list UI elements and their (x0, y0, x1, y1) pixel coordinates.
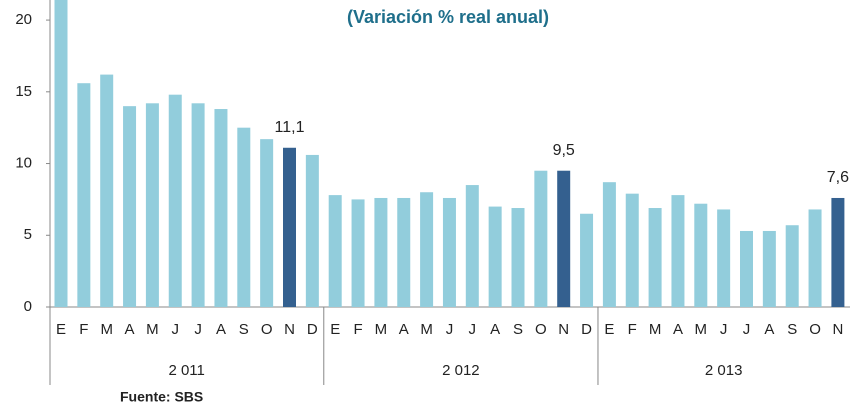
bar (54, 0, 68, 307)
x-tick-label: N (558, 321, 569, 338)
group-label: 2 013 (705, 362, 743, 379)
x-tick-label: D (581, 321, 592, 338)
x-tick-label: A (125, 321, 135, 338)
bar (762, 230, 776, 307)
value-label: 7,6 (827, 169, 849, 186)
bar (397, 197, 411, 307)
x-tick-label: S (513, 321, 523, 338)
bar (283, 147, 296, 307)
x-tick-label: F (628, 321, 637, 338)
bar (374, 197, 388, 307)
bar (260, 139, 274, 307)
bar (420, 192, 434, 307)
y-tick-label: 10 (15, 155, 32, 172)
x-tick-label: M (100, 321, 113, 338)
x-tick-label: M (695, 321, 708, 338)
bar (602, 182, 616, 307)
bar (351, 199, 365, 307)
bar (145, 103, 159, 307)
group-label: 2 011 (168, 362, 204, 379)
bar (717, 209, 731, 307)
x-tick-label: F (79, 321, 88, 338)
bar (168, 94, 182, 307)
bar (785, 225, 799, 307)
bar (237, 127, 251, 307)
x-tick-label: M (649, 321, 662, 338)
x-tick-label: O (535, 321, 547, 338)
y-tick-label: 20 (15, 11, 32, 28)
y-tick-label: 15 (15, 83, 32, 100)
source-note: Fuente: SBS (120, 389, 203, 405)
x-tick-label: J (194, 321, 202, 338)
bar (191, 103, 205, 307)
bar (465, 185, 479, 307)
bar (214, 109, 228, 307)
bar (648, 208, 662, 307)
x-tick-label: N (284, 321, 295, 338)
bar (557, 170, 571, 307)
value-label: 9,5 (553, 142, 575, 159)
bar (740, 230, 753, 307)
bar (100, 74, 114, 307)
x-tick-label: J (720, 321, 728, 338)
x-tick-label: E (330, 321, 340, 338)
bar (511, 208, 525, 307)
bar (694, 203, 708, 307)
bar (808, 209, 822, 307)
chart-title: (Variación % real anual) (347, 7, 549, 27)
x-tick-label: E (604, 321, 614, 338)
x-tick-label: A (673, 321, 683, 338)
bar (580, 213, 594, 307)
x-tick-label: F (353, 321, 362, 338)
x-tick-label: M (146, 321, 159, 338)
bar (328, 195, 342, 307)
x-tick-label: A (399, 321, 409, 338)
y-tick-label: 5 (24, 226, 32, 243)
y-tick-label: 0 (24, 298, 32, 315)
group-label: 2 012 (442, 362, 480, 379)
bar (488, 206, 502, 307)
x-tick-label: S (239, 321, 249, 338)
x-tick-label: A (764, 321, 774, 338)
bar (671, 195, 685, 307)
x-tick-label: S (787, 321, 797, 338)
x-tick-label: J (446, 321, 454, 338)
x-tick-label: M (420, 321, 433, 338)
bar (77, 83, 91, 308)
x-tick-label: E (56, 321, 66, 338)
x-tick-label: A (216, 321, 226, 338)
bar (442, 197, 456, 307)
x-tick-label: N (832, 321, 843, 338)
x-tick-label: A (490, 321, 500, 338)
bar (831, 197, 845, 307)
x-tick-label: J (469, 321, 477, 338)
bar (305, 154, 319, 307)
x-tick-label: M (375, 321, 388, 338)
x-tick-label: O (261, 321, 273, 338)
bar (625, 193, 639, 307)
bar (534, 170, 548, 307)
x-tick-label: J (743, 321, 751, 338)
bar (123, 106, 137, 308)
x-tick-label: J (172, 321, 180, 338)
x-tick-label: D (307, 321, 318, 338)
value-label: 11,1 (275, 119, 305, 136)
x-tick-label: O (809, 321, 821, 338)
